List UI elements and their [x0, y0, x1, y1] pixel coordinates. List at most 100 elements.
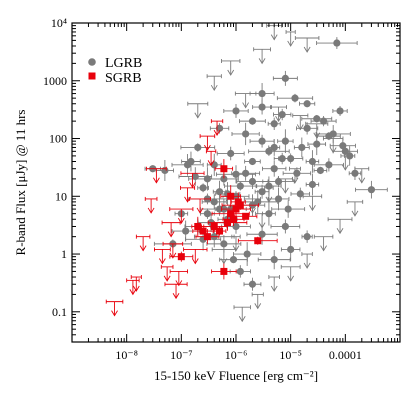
legend-lgrb-label: LGRB [105, 56, 142, 71]
lgrb-point [161, 166, 169, 175]
lgrb-point [242, 130, 250, 138]
lgrb-point [341, 147, 349, 155]
lgrb-upper-limit [313, 132, 321, 139]
lgrb-point [183, 161, 192, 169]
sgrb-upper-limit [167, 231, 175, 238]
sgrb-point [234, 198, 242, 206]
lgrb-point [232, 170, 240, 178]
lgrb-point [220, 240, 228, 248]
lgrb-point [203, 175, 212, 183]
lgrb-upper-limit [303, 262, 311, 269]
y-tick-label: 10 [55, 189, 67, 203]
lgrb-point [210, 198, 218, 206]
x-tick-label: 10⁻⁷ [170, 348, 193, 362]
lgrb-point [270, 143, 278, 152]
lgrb-point [278, 110, 286, 119]
lgrb-upper-limit [291, 177, 299, 184]
lgrb-point [336, 107, 344, 115]
sgrb-upper-limit [204, 144, 211, 152]
lgrb-point [229, 256, 238, 264]
sgrb-point [227, 210, 235, 218]
lgrb-upper-limit [358, 177, 366, 184]
y-axis-label: R-band Flux [μJy] @ 11 hrs [13, 110, 28, 256]
lgrb-point [291, 94, 299, 102]
sgrb-upper-limit [153, 177, 160, 184]
lgrb-upper-limit [329, 147, 337, 154]
legend-lgrb-marker [88, 58, 96, 66]
lgrb-point [248, 157, 257, 166]
lgrb-point [325, 161, 333, 169]
lgrb-point [303, 233, 311, 241]
lgrb-point [308, 180, 317, 189]
sgrb-point [203, 233, 211, 241]
sgrb-upper-limit [147, 207, 155, 214]
lgrb-point [319, 117, 328, 125]
lgrb-point [194, 143, 202, 152]
y-tick-label: 1 [61, 247, 67, 261]
lgrb-upper-limit [296, 124, 304, 131]
lgrb-upper-limit [336, 228, 344, 235]
lgrb-upper-limit [287, 275, 295, 282]
x-tick-label: 10⁻⁶ [225, 348, 248, 362]
lgrb-point [274, 177, 283, 186]
sgrb-upper-limit [207, 160, 215, 167]
lgrb-point [258, 89, 266, 98]
axis-ticks: 10⁻⁸ 10⁻⁷ 10⁻⁶ 10⁻⁵ 0.0001 0.1 1 10 100 1000 10⁴ [43, 16, 401, 362]
sgrb-upper-limit [158, 258, 166, 265]
lgrb-point [232, 222, 240, 231]
legend-sgrb-marker [88, 72, 96, 80]
lgrb-point [274, 195, 283, 203]
lgrb-point [258, 230, 266, 238]
lgrb-point [293, 169, 301, 177]
y-tick-label: 100 [49, 132, 67, 146]
sgrb-upper-limit [172, 293, 180, 300]
lgrb-point [287, 245, 295, 254]
lgrb-point [199, 184, 207, 192]
lgrb-point [265, 147, 273, 155]
lgrb-point [303, 100, 311, 108]
lgrb-upper-limit [265, 196, 273, 203]
sgrb-point [194, 222, 202, 230]
lgrb-point [270, 120, 278, 128]
lgrb-layer [144, 23, 388, 323]
y-tick-label: 10⁴ [51, 16, 67, 30]
y-tick-label: 0.1 [52, 305, 67, 319]
lgrb-point [232, 107, 240, 115]
lgrb-point [281, 137, 289, 145]
lgrb-point [325, 132, 333, 140]
lgrb-point [333, 39, 341, 47]
lgrb-upper-limit [351, 210, 359, 217]
lgrb-point [248, 280, 257, 288]
sgrb-point [242, 212, 250, 220]
x-tick-label: 10⁻⁵ [279, 348, 302, 362]
lgrb-upper-limit [309, 205, 316, 212]
lgrb-point [316, 166, 325, 175]
x-tick-label: 0.0001 [329, 348, 362, 362]
lgrb-point [258, 188, 266, 196]
lgrb-point [270, 165, 278, 173]
sgrb-point [216, 227, 224, 235]
lgrb-point [243, 250, 251, 258]
lgrb-point [258, 103, 266, 111]
lgrb-point [296, 190, 304, 198]
sgrb-point [227, 192, 235, 200]
lgrb-upper-limit [341, 164, 349, 171]
lgrb-point [242, 169, 250, 177]
lgrb-upper-limit [258, 222, 266, 229]
lgrb-point [313, 140, 321, 148]
sgrb-point [199, 227, 207, 235]
sgrb-upper-limit [196, 207, 204, 214]
lgrb-upper-limit [303, 46, 311, 53]
lgrb-point [236, 267, 244, 276]
lgrb-point [236, 182, 244, 190]
sgrb-point [177, 253, 185, 261]
lgrb-point [215, 124, 224, 132]
sgrb-upper-limit [177, 217, 185, 224]
sgrb-upper-limit [139, 245, 147, 252]
sgrb-upper-limit [169, 252, 177, 259]
sgrb-upper-limit [111, 310, 118, 317]
sgrb-layer [105, 119, 278, 317]
lgrb-point [367, 186, 376, 194]
lgrb-upper-limit [320, 245, 327, 252]
